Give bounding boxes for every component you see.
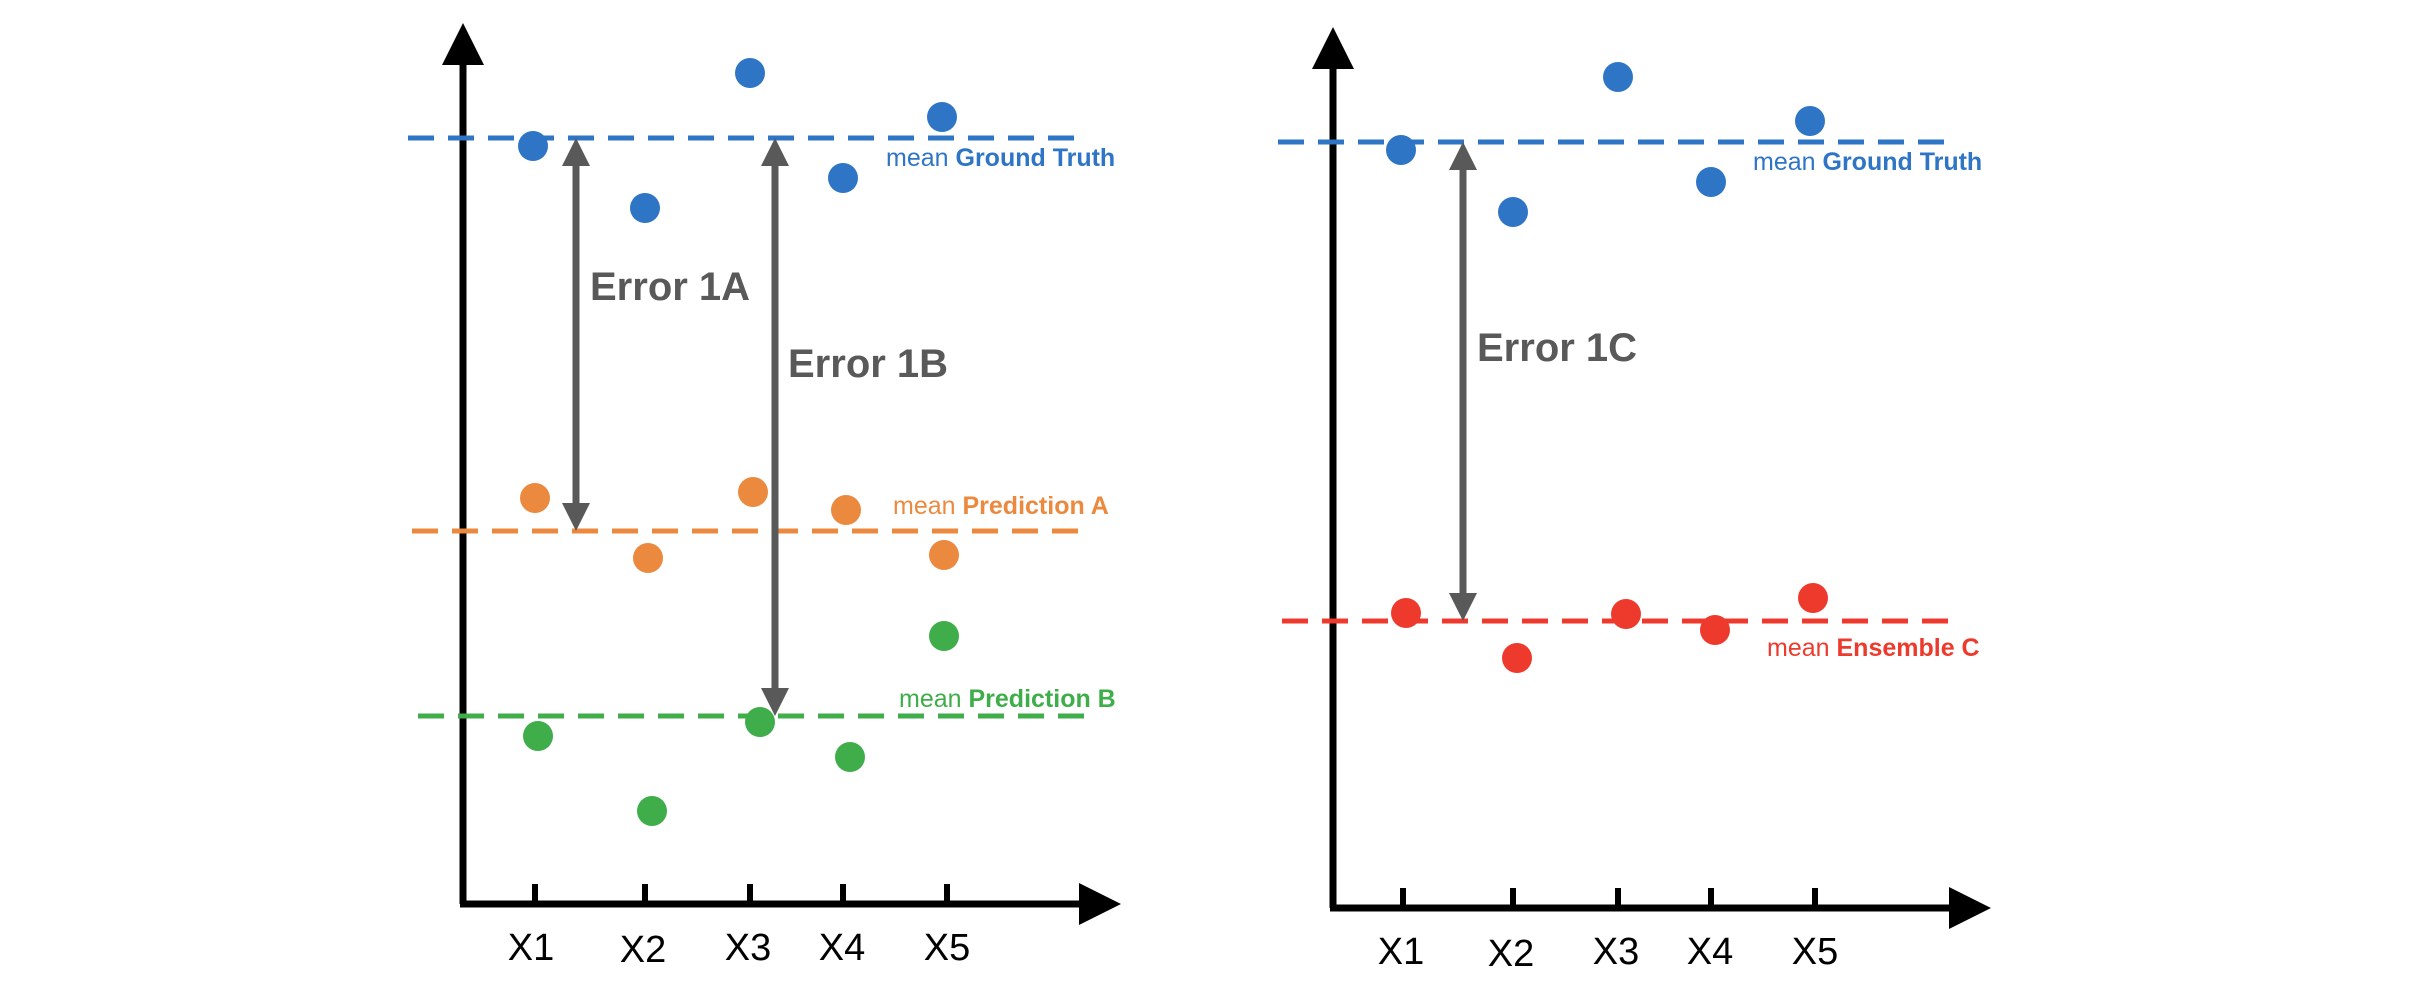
right-gt-point-x3 — [1603, 62, 1633, 92]
left-tick-label-x1: X1 — [508, 927, 554, 969]
left-tick-label-x3: X3 — [725, 927, 771, 969]
right-x-ticks — [1400, 888, 1818, 908]
left-mean-ground-truth-label: mean Ground Truth — [886, 144, 1115, 172]
left-pa-point-x5 — [929, 540, 959, 570]
left-pb-point-x5 — [929, 621, 959, 651]
left-gt-point-x2 — [630, 193, 660, 223]
right-gt-point-x2 — [1498, 197, 1528, 227]
left-tick-label-x5: X5 — [924, 927, 970, 969]
right-mean-ground-truth-label: mean Ground Truth — [1753, 148, 1982, 176]
right-ground-truth-points — [1386, 62, 1825, 227]
left-x-tick-labels: X1 X2 X3 X4 X5 — [508, 927, 970, 971]
right-tick-label-x5: X5 — [1792, 931, 1838, 973]
right-ec-point-x3 — [1611, 599, 1641, 629]
left-tick-label-x2: X2 — [620, 929, 666, 971]
left-ground-truth-points — [518, 58, 957, 223]
left-gt-point-x4 — [828, 163, 858, 193]
left-pb-point-x2 — [637, 796, 667, 826]
left-mean-prediction-a-label: mean Prediction A — [893, 492, 1109, 520]
right-x-tick-labels: X1 X2 X3 X4 X5 — [1378, 931, 1838, 975]
left-gt-point-x3 — [735, 58, 765, 88]
left-pa-point-x1 — [520, 483, 550, 513]
right-ec-point-x4 — [1700, 615, 1730, 645]
left-prediction-b-points — [523, 621, 959, 826]
left-pa-point-x4 — [831, 495, 861, 525]
left-error-1a-label: Error 1A — [590, 265, 750, 309]
right-tick-label-x2: X2 — [1488, 933, 1534, 975]
right-ec-point-x1 — [1391, 598, 1421, 628]
right-panel: X1 X2 X3 X4 X5 mean Ground Truth mean En… — [1278, 27, 1991, 975]
right-error-1c-label: Error 1C — [1477, 326, 1637, 370]
left-x-ticks — [532, 884, 950, 904]
right-ec-point-x5 — [1798, 583, 1828, 613]
left-pb-point-x4 — [835, 742, 865, 772]
right-gt-point-x5 — [1795, 106, 1825, 136]
left-prediction-a-points — [520, 477, 959, 573]
left-mean-prediction-b-label: mean Prediction B — [899, 685, 1116, 713]
left-gt-point-x1 — [518, 131, 548, 161]
left-error-1b-label: Error 1B — [788, 342, 948, 386]
right-mean-ensemble-c-label: mean Ensemble C — [1767, 634, 1980, 662]
right-gt-point-x1 — [1386, 135, 1416, 165]
left-gt-point-x5 — [927, 102, 957, 132]
right-gt-point-x4 — [1696, 167, 1726, 197]
left-panel: X1 X2 X3 X4 X5 mean Ground Truth mean Pr… — [408, 23, 1121, 971]
right-ensemble-c-points — [1391, 583, 1828, 673]
left-tick-label-x4: X4 — [819, 927, 865, 969]
right-ec-point-x2 — [1502, 643, 1532, 673]
right-tick-label-x1: X1 — [1378, 931, 1424, 973]
left-pb-point-x1 — [523, 721, 553, 751]
left-pa-point-x2 — [633, 543, 663, 573]
left-pb-point-x3 — [745, 707, 775, 737]
left-pa-point-x3 — [738, 477, 768, 507]
right-tick-label-x3: X3 — [1593, 931, 1639, 973]
right-tick-label-x4: X4 — [1687, 931, 1733, 973]
